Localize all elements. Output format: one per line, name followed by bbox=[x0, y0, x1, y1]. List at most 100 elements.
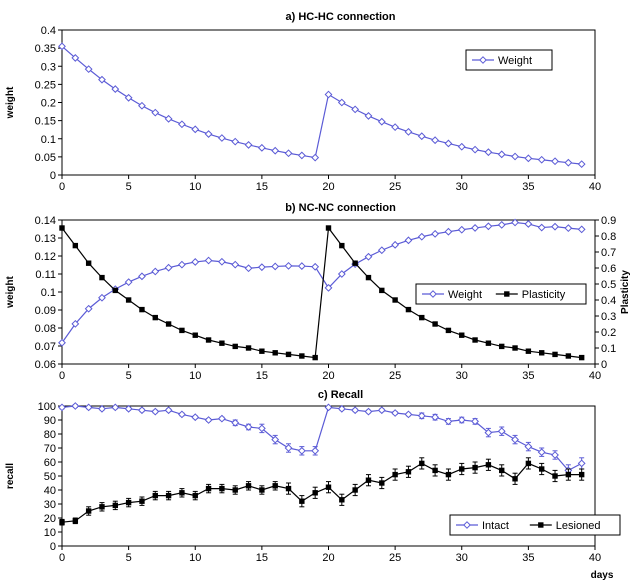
y-tick-label: 0.13 bbox=[35, 233, 56, 245]
data-point bbox=[164, 406, 173, 415]
y-tick-label: 0.12 bbox=[35, 251, 56, 263]
data-point bbox=[312, 490, 318, 496]
data-point bbox=[271, 146, 280, 155]
y2-tick-label: 0.9 bbox=[601, 215, 616, 227]
x-tick-label: 15 bbox=[256, 181, 268, 193]
data-point bbox=[257, 263, 266, 272]
data-point bbox=[285, 485, 292, 492]
data-point bbox=[405, 469, 412, 475]
data-point bbox=[565, 353, 572, 359]
y-axis-label: recall bbox=[5, 463, 16, 489]
legend bbox=[415, 283, 587, 305]
data-point bbox=[257, 424, 266, 433]
data-point bbox=[432, 467, 438, 474]
series-weight bbox=[58, 42, 586, 169]
data-point bbox=[484, 222, 493, 231]
x-tick-label: 20 bbox=[322, 552, 334, 564]
data-point bbox=[405, 306, 412, 313]
data-point bbox=[445, 327, 452, 334]
series-weight bbox=[58, 218, 586, 347]
data-point bbox=[98, 293, 106, 302]
x-tick-label: 10 bbox=[189, 370, 201, 382]
x-tick-label: 40 bbox=[589, 370, 601, 382]
data-point bbox=[484, 148, 493, 157]
x-tick-label: 25 bbox=[389, 181, 401, 193]
data-point bbox=[164, 114, 173, 123]
legend bbox=[465, 49, 553, 71]
y-tick-label: 80 bbox=[44, 429, 56, 441]
y-axis-label: weight bbox=[5, 276, 16, 309]
data-point bbox=[377, 246, 386, 255]
data-point bbox=[444, 417, 453, 426]
legend-swatch-marker bbox=[538, 522, 544, 528]
y-tick-label: 70 bbox=[44, 443, 56, 455]
data-point bbox=[217, 257, 226, 266]
data-point bbox=[284, 149, 293, 158]
data-point bbox=[138, 272, 146, 281]
data-point bbox=[231, 260, 240, 269]
data-point bbox=[484, 428, 493, 437]
y-tick-label: 90 bbox=[44, 415, 56, 427]
data-point bbox=[284, 261, 293, 270]
series-plasticity bbox=[59, 225, 585, 361]
data-point bbox=[432, 321, 438, 327]
data-point bbox=[297, 446, 306, 455]
y-tick-label: 0.15 bbox=[35, 116, 56, 128]
series-line bbox=[61, 45, 582, 165]
series-line bbox=[61, 226, 582, 359]
data-point bbox=[578, 471, 585, 478]
y-tick-label: 0.2 bbox=[41, 98, 56, 110]
chart-panel-2 bbox=[58, 218, 599, 368]
y-tick-label: 0 bbox=[50, 170, 56, 182]
legend-box bbox=[465, 49, 553, 71]
data-point bbox=[404, 236, 413, 245]
data-point bbox=[271, 262, 280, 271]
data-point bbox=[297, 262, 306, 270]
data-point bbox=[272, 350, 278, 356]
data-point bbox=[152, 314, 158, 321]
data-point bbox=[112, 287, 118, 294]
data-point bbox=[72, 518, 79, 524]
x-tick-label: 35 bbox=[522, 552, 534, 564]
data-point bbox=[178, 120, 186, 129]
data-point bbox=[58, 42, 66, 51]
data-point bbox=[444, 139, 453, 148]
legend-label: Weight bbox=[498, 55, 532, 67]
data-point bbox=[364, 112, 373, 120]
data-point bbox=[524, 442, 533, 451]
y2-tick-label: 0.8 bbox=[601, 231, 616, 243]
data-point bbox=[444, 227, 453, 236]
data-point bbox=[124, 93, 133, 102]
data-point bbox=[191, 258, 200, 266]
data-point bbox=[297, 151, 306, 160]
data-point bbox=[431, 413, 440, 422]
data-point bbox=[511, 218, 519, 227]
data-point bbox=[205, 485, 212, 492]
data-point bbox=[299, 498, 305, 504]
data-point bbox=[511, 152, 519, 161]
data-point bbox=[352, 260, 358, 266]
data-point bbox=[392, 471, 398, 478]
data-point bbox=[419, 314, 425, 321]
y2-tick-label: 0.2 bbox=[601, 327, 616, 339]
y2-tick-label: 0.4 bbox=[601, 295, 616, 307]
data-point bbox=[244, 141, 253, 149]
y2-tick-label: 0.5 bbox=[601, 279, 616, 291]
y-tick-label: 0.25 bbox=[35, 79, 56, 91]
data-point bbox=[499, 343, 505, 350]
data-point bbox=[431, 136, 440, 145]
data-point bbox=[537, 223, 546, 232]
data-point bbox=[457, 225, 466, 234]
y-tick-label: 0.05 bbox=[35, 152, 56, 164]
data-point bbox=[524, 220, 533, 228]
chart-title: c) Recall bbox=[318, 389, 363, 401]
data-point bbox=[565, 471, 572, 478]
y-tick-label: 60 bbox=[44, 457, 56, 469]
y-tick-label: 0.35 bbox=[35, 43, 56, 55]
data-point bbox=[164, 263, 173, 272]
data-point bbox=[324, 90, 333, 99]
data-point bbox=[564, 224, 573, 233]
data-point bbox=[124, 404, 133, 413]
data-point bbox=[325, 225, 332, 231]
x-tick-label: 20 bbox=[322, 370, 334, 382]
